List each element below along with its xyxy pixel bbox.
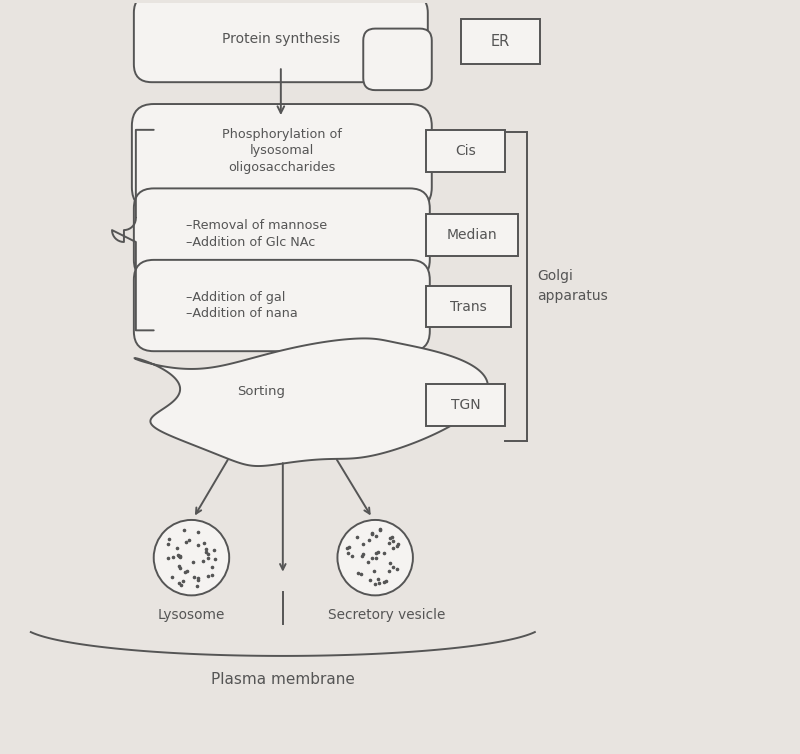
FancyBboxPatch shape <box>426 384 506 426</box>
FancyBboxPatch shape <box>134 260 430 351</box>
FancyBboxPatch shape <box>426 214 518 256</box>
Text: –Removal of mannose
–Addition of Glc NAc: –Removal of mannose –Addition of Glc NAc <box>186 219 328 249</box>
FancyBboxPatch shape <box>461 19 540 64</box>
FancyBboxPatch shape <box>363 29 432 90</box>
Text: –Addition of gal
–Addition of nana: –Addition of gal –Addition of nana <box>186 291 298 320</box>
FancyBboxPatch shape <box>426 130 506 171</box>
FancyBboxPatch shape <box>426 286 511 327</box>
FancyBboxPatch shape <box>132 104 432 210</box>
FancyBboxPatch shape <box>134 0 428 82</box>
Polygon shape <box>134 339 488 466</box>
Text: TGN: TGN <box>450 398 480 412</box>
Text: Plasma membrane: Plasma membrane <box>211 673 354 687</box>
Text: Phosphorylation of
lysosomal
oligosaccharides: Phosphorylation of lysosomal oligosaccha… <box>222 127 342 173</box>
Text: Golgi
apparatus: Golgi apparatus <box>537 269 608 303</box>
Text: Secretory vesicle: Secretory vesicle <box>329 608 446 622</box>
Text: Cis: Cis <box>455 144 476 158</box>
Text: Median: Median <box>446 228 498 242</box>
Text: ER: ER <box>490 34 510 49</box>
Text: Protein synthesis: Protein synthesis <box>222 32 340 45</box>
Text: Trans: Trans <box>450 299 487 314</box>
Circle shape <box>154 520 229 596</box>
Text: Sorting: Sorting <box>237 385 285 398</box>
Text: Lysosome: Lysosome <box>158 608 225 622</box>
Circle shape <box>338 520 413 596</box>
FancyBboxPatch shape <box>134 188 430 280</box>
